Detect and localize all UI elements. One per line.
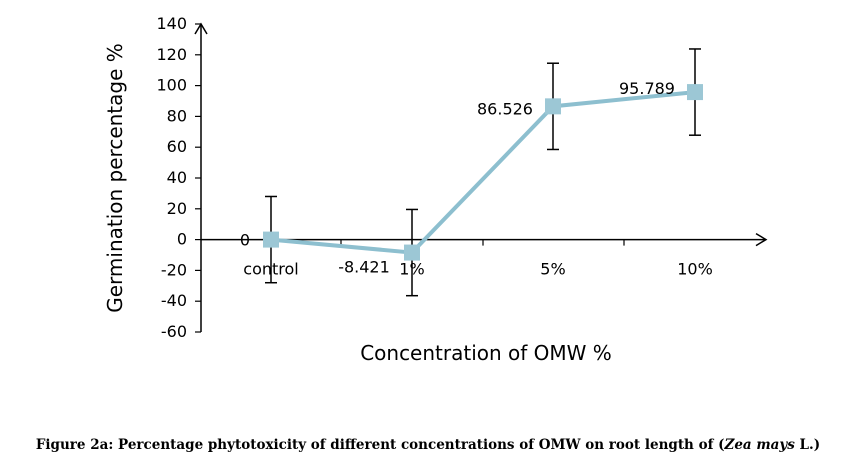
data-markers xyxy=(263,84,703,261)
x-tick-label: 5% xyxy=(540,260,565,279)
y-tick-label: 100 xyxy=(156,76,187,95)
caption-suffix: L.) xyxy=(794,437,821,453)
data-point xyxy=(687,84,703,101)
y-tick-label: -60 xyxy=(161,322,187,341)
y-axis-ticks: -60 -40 -20 0 20 40 60 80 100 120 140 xyxy=(156,14,201,341)
caption-prefix: Figure 2a: Percentage phytotoxicity of d… xyxy=(35,437,725,453)
data-label: -8.421 xyxy=(338,258,390,277)
y-tick-label: 120 xyxy=(156,45,187,64)
caption-species: Zea mays xyxy=(724,437,795,453)
data-point xyxy=(263,231,279,248)
x-tick-label: 10% xyxy=(677,260,713,279)
y-tick-label: -20 xyxy=(161,260,187,279)
y-tick-label: 80 xyxy=(167,106,187,125)
x-axis-arrowhead xyxy=(755,232,768,247)
data-point xyxy=(545,98,561,115)
figure-caption: Figure 2a: Percentage phytotoxicity of d… xyxy=(0,437,856,453)
y-axis-arrowhead xyxy=(194,22,208,35)
data-point xyxy=(404,244,420,261)
y-tick-label: -40 xyxy=(161,291,187,310)
y-tick-label: 60 xyxy=(167,137,187,156)
data-labels: 0 -8.421 86.526 95.789 xyxy=(240,79,675,276)
x-axis-ticks: control 1% 5% 10% xyxy=(243,239,713,279)
y-tick-label: 40 xyxy=(167,168,187,187)
x-axis-title: Concentration of OMW % xyxy=(360,341,612,365)
y-tick-label: 0 xyxy=(177,230,187,249)
series-line xyxy=(270,90,696,255)
data-label: 86.526 xyxy=(477,99,533,118)
y-axis-title: Germination percentage % xyxy=(103,43,127,313)
y-tick-label: 20 xyxy=(167,199,187,218)
data-label: 0 xyxy=(240,231,250,250)
y-tick-label: 140 xyxy=(156,14,187,33)
data-label: 95.789 xyxy=(619,79,675,98)
